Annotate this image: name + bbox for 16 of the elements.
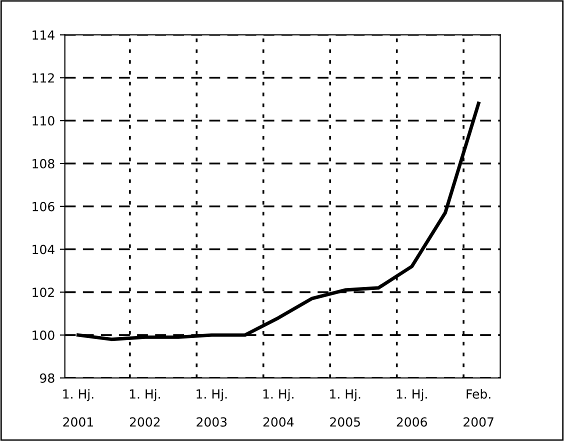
category-label: 1. Hj. 2005 [330,389,360,427]
y-tick-label: 108 [32,158,54,168]
y-tick-label: 112 [32,73,54,82]
category-label: 1. Hj. 2006 [396,389,427,427]
y-tick-label: 102 [32,288,54,298]
category-label: Feb. 2007 [464,389,494,427]
y-tick-label: 110 [32,116,54,126]
y-tick-label: 100 [32,330,54,340]
category-label: 1. Hj. 2003 [196,389,227,427]
y-tick-label: 106 [32,202,54,212]
category-label: 1. Hj. 2004 [263,389,294,427]
y-tick-label: 114 [32,30,54,40]
category-label: 1. Hj. 2002 [130,389,160,427]
y-tick-label: 98 [40,373,54,383]
y-tick-label: 104 [32,244,54,254]
category-label: 1. Hj. 2001 [63,389,94,427]
